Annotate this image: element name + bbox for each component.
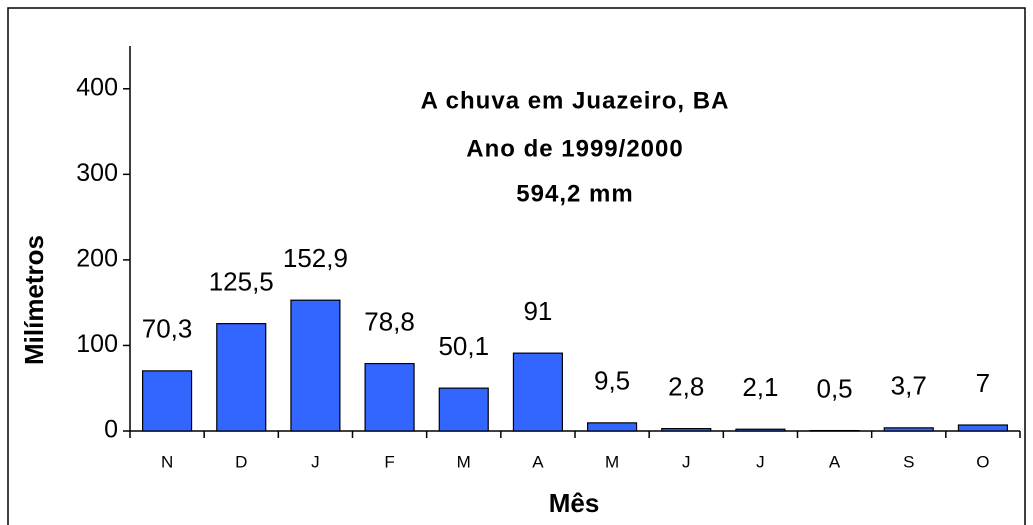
y-axis-label: Milímetros [19,235,49,365]
y-tick-label: 200 [76,244,118,272]
y-tick-label: 0 [104,416,118,444]
x-tick-label: N [161,452,173,471]
value-label: 3,7 [891,371,927,401]
x-tick-label: M [457,452,471,471]
x-tick-label: D [235,452,247,471]
x-axis-label: Mês [549,488,600,518]
y-tick-label: 300 [76,159,118,187]
y-tick-label: 400 [76,73,118,101]
bar [364,362,415,432]
x-tick-label: A [829,452,841,471]
bar [512,352,563,432]
bar [883,427,934,432]
value-label: 2,8 [668,371,704,401]
x-tick-label: J [682,452,691,471]
bar [661,428,712,432]
value-label: 70,3 [142,314,193,344]
x-tick-label: O [976,452,989,471]
chart-total: 594,2 mm [516,180,633,207]
value-label: 91 [523,296,552,326]
value-label: 152,9 [283,243,348,273]
value-label: 7 [976,368,990,398]
x-tick-label: J [756,452,765,471]
value-label: 50,1 [438,331,489,361]
chart-frame [7,7,1026,525]
value-label: 9,5 [594,366,630,396]
x-tick-label: S [903,452,914,471]
bar [142,370,193,432]
bar [735,428,786,432]
value-label: 125,5 [209,267,274,297]
x-tick-label: J [311,452,320,471]
bar [587,422,638,432]
value-label: 0,5 [817,373,853,403]
value-label: 2,1 [742,372,778,402]
bar [290,299,341,432]
y-tick-label: 100 [76,330,118,358]
x-tick-label: M [605,452,619,471]
x-tick-label: A [532,452,544,471]
chart-subtitle: Ano de 1999/2000 [466,135,683,162]
chart-title: A chuva em Juazeiro, BA [421,87,730,114]
bar [216,323,267,432]
x-tick-label: F [384,452,394,471]
bar [438,387,489,432]
value-label: 78,8 [364,306,415,336]
bar [957,424,1008,432]
